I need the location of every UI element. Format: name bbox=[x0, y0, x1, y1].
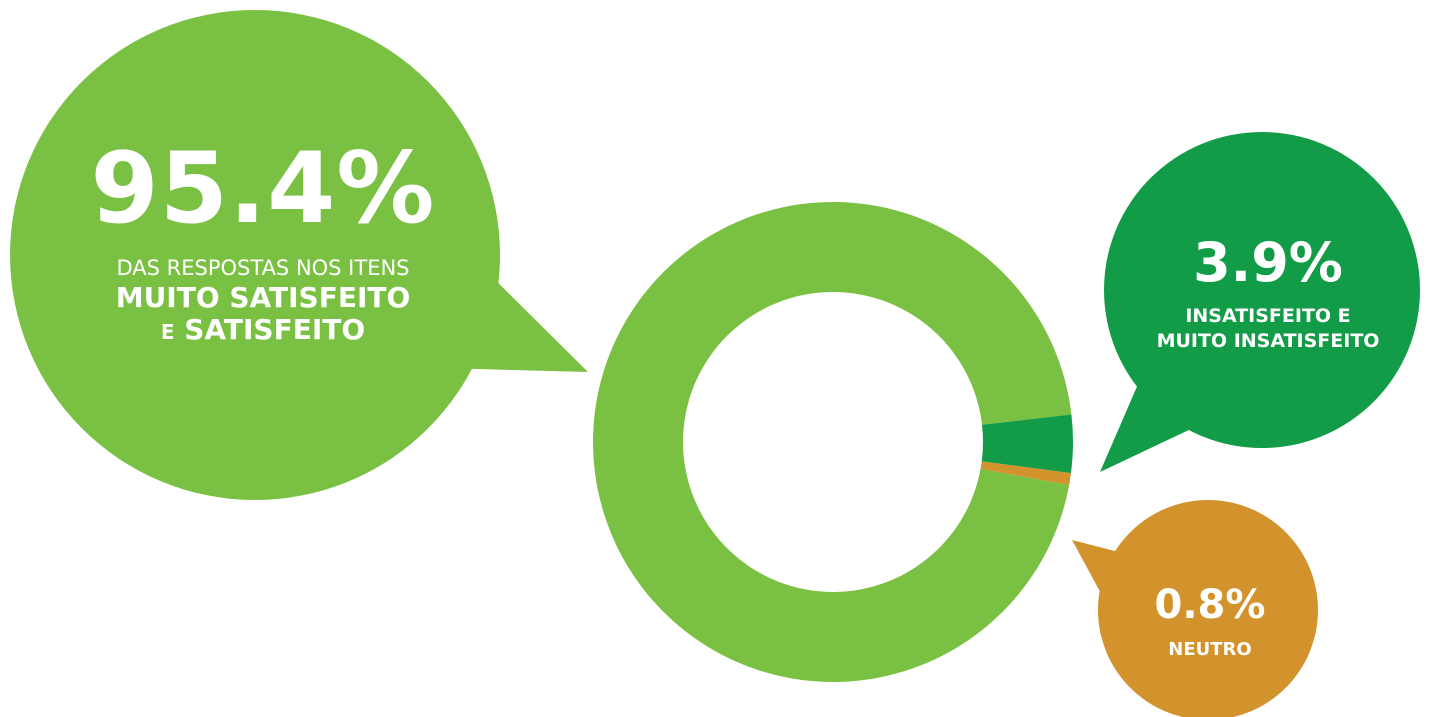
callout-insatisfeito-circle bbox=[1104, 132, 1420, 448]
callout-insatisfeito-text: 3.9% INSATISFEITO E MUITO INSATISFEITO bbox=[1118, 228, 1418, 354]
callout-neutro-line1: NEUTRO bbox=[1168, 639, 1252, 660]
callout-main-line3-prefix: E bbox=[160, 320, 175, 344]
callout-neutro-tail bbox=[1072, 540, 1150, 610]
callout-neutro-value: 0.8% bbox=[1154, 582, 1266, 628]
callout-main-circle bbox=[10, 10, 500, 500]
callout-insatisfeito-line1: INSATISFEITO E bbox=[1185, 305, 1351, 327]
donut-chart bbox=[593, 201, 1074, 682]
callout-main-value: 95.4% bbox=[90, 132, 436, 246]
callout-main-text: 95.4% DAS RESPOSTAS NOS ITENS MUITO SATI… bbox=[28, 130, 498, 348]
callout-neutro-circle bbox=[1098, 500, 1318, 717]
callout-main-line3-bold: SATISFEITO bbox=[184, 313, 366, 346]
callout-insatisfeito-tail bbox=[1100, 368, 1210, 472]
slice-neutro bbox=[980, 461, 1071, 485]
slice-insatisfeito-muito-insatisfeito bbox=[981, 414, 1074, 474]
callout-main-tail bbox=[440, 240, 588, 372]
callout-neutro-bubble bbox=[1072, 500, 1318, 717]
callout-main-line2: MUITO SATISFEITO bbox=[115, 281, 411, 314]
callout-main-bubble bbox=[10, 10, 588, 500]
callout-main-line1: DAS RESPOSTAS NOS ITENS bbox=[116, 256, 410, 280]
callout-insatisfeito-bubble bbox=[1100, 132, 1420, 472]
callout-insatisfeito-value: 3.9% bbox=[1193, 231, 1343, 294]
slice-muito-satisfeito-satisfeito bbox=[593, 201, 1072, 682]
callout-neutro-text: 0.8% NEUTRO bbox=[1100, 580, 1320, 662]
callout-insatisfeito-line2: MUITO INSATISFEITO bbox=[1156, 330, 1380, 352]
